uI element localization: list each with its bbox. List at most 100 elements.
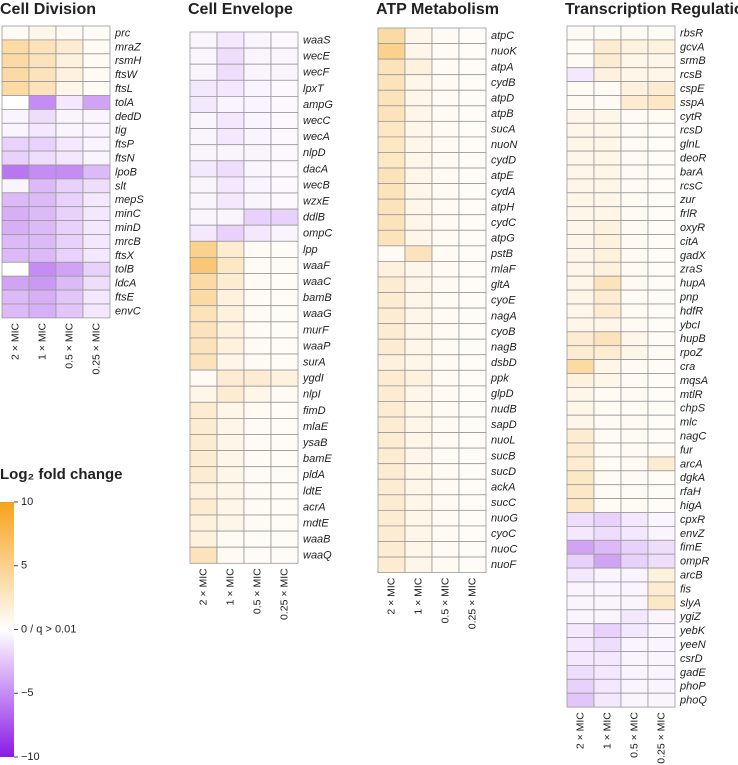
- heat-cell: [377, 229, 406, 247]
- heat-cell: [216, 321, 245, 339]
- heat-cell: [647, 164, 676, 180]
- heat-cell: [55, 247, 84, 263]
- heat-cell: [377, 369, 406, 387]
- heat-cell: [189, 208, 218, 226]
- heat-cell: [593, 359, 622, 374]
- row-label: atpD: [491, 92, 514, 104]
- row-label: ygiZ: [679, 611, 702, 623]
- heat-cell: [270, 176, 299, 194]
- heat-cell: [458, 401, 487, 418]
- heat-cell: [647, 122, 676, 138]
- heat-cell: [593, 609, 622, 625]
- row-label: mlaF: [491, 264, 517, 276]
- heat-cell: [377, 167, 406, 184]
- row-label: cyoE: [491, 295, 516, 307]
- heat-cell: [216, 417, 245, 435]
- heat-cell: [404, 229, 433, 247]
- row-label: dsbD: [491, 357, 517, 369]
- heat-cell: [647, 206, 676, 221]
- heat-cell: [620, 498, 649, 513]
- heat-cell: [566, 498, 595, 513]
- heat-cell: [243, 160, 272, 178]
- heat-cell: [647, 581, 676, 597]
- heat-cell: [404, 447, 433, 465]
- heat-cell: [620, 553, 649, 569]
- heat-cell: [1, 178, 30, 194]
- heat-cell: [431, 74, 460, 91]
- heat-cell: [620, 609, 649, 625]
- heat-cell: [566, 442, 595, 458]
- heat-cell: [270, 112, 299, 130]
- heat-cell: [647, 220, 676, 235]
- heat-cell: [82, 53, 111, 69]
- row-label: barA: [680, 166, 703, 178]
- heat-cell: [431, 136, 460, 153]
- heat-cell: [566, 234, 595, 249]
- heat-cell: [28, 67, 57, 82]
- heat-cell: [216, 208, 245, 226]
- row-label: citA: [680, 236, 698, 248]
- row-label: sucD: [491, 466, 516, 478]
- heat-cell: [593, 595, 622, 611]
- heat-cell: [28, 303, 57, 319]
- heat-cell: [377, 338, 406, 356]
- heat-cell: [620, 678, 649, 694]
- row-label: atpE: [491, 170, 514, 182]
- heat-cell: [566, 317, 595, 333]
- heat-cell: [243, 63, 272, 81]
- heat-cell: [647, 359, 676, 374]
- column-label: 1 × MIC: [36, 322, 48, 359]
- heat-cell: [566, 553, 595, 569]
- row-label: cspE: [680, 83, 705, 95]
- heat-cell: [270, 224, 299, 242]
- heat-cell: [243, 289, 272, 307]
- heat-cell: [620, 456, 649, 472]
- heat-cell: [620, 526, 649, 541]
- heat-cell: [647, 53, 676, 69]
- heat-cell: [620, 651, 649, 666]
- row-label: cyoC: [491, 528, 516, 540]
- heat-cell: [620, 359, 649, 374]
- heat-cell: [593, 67, 622, 82]
- row-label: frlR: [680, 208, 697, 220]
- heat-cell: [404, 401, 433, 418]
- heat-cell: [1, 122, 30, 138]
- heat-cell: [647, 623, 676, 639]
- row-label: cydC: [491, 217, 516, 229]
- row-label: nuoN: [491, 139, 517, 151]
- heat-cell: [404, 167, 433, 184]
- heat-cell: [458, 385, 487, 402]
- heat-cell: [189, 273, 218, 291]
- row-label: cyoB: [491, 326, 515, 338]
- row-label: wzxE: [303, 195, 330, 207]
- row-label: cra: [680, 361, 695, 373]
- heat-cell: [404, 338, 433, 356]
- heat-cell: [377, 416, 406, 433]
- heat-cell: [189, 434, 218, 452]
- heat-cell: [566, 414, 595, 430]
- row-label: nudB: [491, 404, 517, 416]
- heat-cell: [55, 206, 84, 221]
- row-label: wecE: [303, 51, 331, 63]
- heat-cell: [28, 95, 57, 110]
- heat-cell: [566, 275, 595, 291]
- heat-cell: [243, 337, 272, 355]
- heat-cell: [270, 63, 299, 81]
- heat-cell: [189, 417, 218, 435]
- heat-cell: [431, 385, 460, 402]
- heat-cell: [377, 323, 406, 340]
- column-label: 2 × MIC: [574, 712, 586, 749]
- heat-cell: [404, 74, 433, 91]
- heat-cell: [243, 466, 272, 484]
- heat-cell: [377, 183, 406, 200]
- heat-cell: [216, 514, 245, 532]
- row-label: srmB: [680, 55, 706, 67]
- heat-cell: [593, 261, 622, 277]
- heat-cell: [431, 152, 460, 169]
- heat-cell: [270, 144, 299, 162]
- heat-cell: [404, 292, 433, 309]
- heat-cell: [620, 539, 649, 555]
- row-label: pldA: [302, 469, 325, 481]
- row-label: mlc: [680, 417, 698, 429]
- heat-cell: [593, 25, 622, 41]
